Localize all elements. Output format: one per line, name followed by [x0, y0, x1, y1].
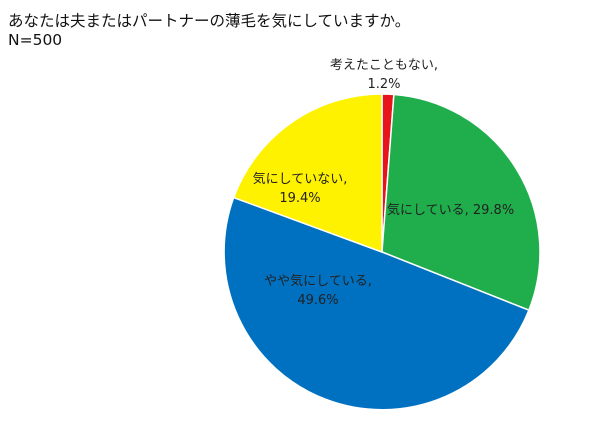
- pie-slice: [232, 93, 383, 254]
- pie-slice: [381, 93, 541, 312]
- slice-value-label: 19.4%: [279, 191, 320, 206]
- slice-value-label: 1.2%: [367, 77, 400, 92]
- pie-slice: [223, 196, 530, 411]
- slice-label: 気にしていない,: [253, 171, 348, 187]
- slice-label: 気にしている, 29.8%: [387, 202, 514, 218]
- chart-subtitle: N=500: [8, 31, 63, 49]
- pie-labels: 考えたこともない, 1.2% 気にしている, 29.8% やや気にしている, 49.6%…: [253, 58, 515, 308]
- slice-label: やや気にしている,: [264, 273, 372, 289]
- pie-slices: [223, 93, 541, 411]
- slice-label: 考えたこともない,: [330, 58, 438, 73]
- slice-value-label: 49.6%: [297, 293, 338, 308]
- chart-title: あなたは夫またはパートナーの薄毛を気にしていますか。: [8, 12, 411, 30]
